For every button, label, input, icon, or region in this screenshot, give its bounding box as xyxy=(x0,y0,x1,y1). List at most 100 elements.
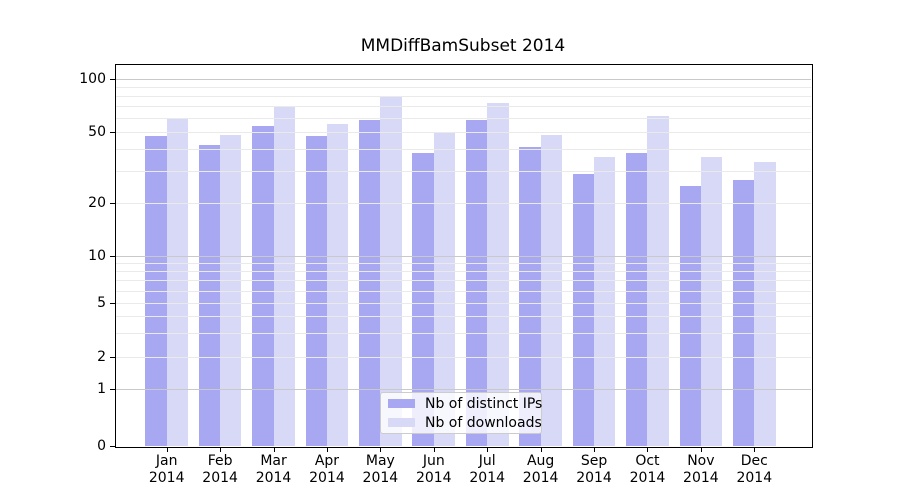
legend-swatch-distinct-ips xyxy=(388,399,415,408)
bar-distinct-ips xyxy=(572,174,595,446)
x-axis-tick xyxy=(700,447,702,452)
x-axis-tick-label: Aug 2014 xyxy=(514,453,568,487)
month-label: Feb xyxy=(207,453,233,469)
month-label: Oct xyxy=(635,453,660,469)
x-axis-tick-label: Jul 2014 xyxy=(460,453,514,487)
gridline-minor xyxy=(115,303,811,304)
legend-entry-downloads: Nb of downloads xyxy=(381,414,542,431)
bar-downloads xyxy=(700,157,723,446)
bar-downloads xyxy=(380,95,402,446)
gridline-minor xyxy=(115,271,811,273)
bar-distinct-ips xyxy=(359,120,381,446)
y-axis-tick xyxy=(110,389,115,390)
y-axis-tick-label: 1 xyxy=(97,381,106,397)
x-axis-tick-label: Feb 2014 xyxy=(193,453,247,487)
y-axis-tick-label: 50 xyxy=(88,123,106,140)
gridline-minor xyxy=(115,280,811,282)
year-label: 2014 xyxy=(683,470,719,486)
gridline-minor xyxy=(115,95,811,97)
month-label: Nov xyxy=(687,453,715,469)
y-axis-tick-label: 20 xyxy=(88,195,106,211)
bar-downloads xyxy=(487,102,509,446)
month-label: Aug xyxy=(526,453,555,469)
year-label: 2014 xyxy=(309,470,345,486)
month-label: Jul xyxy=(478,453,496,469)
x-axis-tick-label: Mar 2014 xyxy=(247,453,301,487)
y-axis-tick xyxy=(110,446,115,447)
x-axis-tick xyxy=(754,447,756,452)
year-label: 2014 xyxy=(629,470,666,486)
gridline-minor xyxy=(115,316,811,318)
month-label: May xyxy=(365,453,395,469)
y-axis-tick-label: 2 xyxy=(97,349,106,365)
y-axis-tick-label: 5 xyxy=(97,295,106,311)
bar-distinct-ips xyxy=(465,120,488,446)
month-label: Jan xyxy=(155,453,178,469)
month-label: Mar xyxy=(260,453,287,469)
year-label: 2014 xyxy=(148,470,185,486)
gridline-minor xyxy=(115,171,811,173)
x-axis-tick xyxy=(326,447,328,452)
gridline-minor xyxy=(115,203,811,204)
gridline-minor xyxy=(115,333,811,335)
y-axis-tick-label: 10 xyxy=(88,248,106,264)
bar-distinct-ips xyxy=(252,125,274,446)
x-axis-tick-label: Oct 2014 xyxy=(620,453,674,487)
year-label: 2014 xyxy=(576,470,612,486)
bar-distinct-ips xyxy=(198,145,221,446)
year-label: 2014 xyxy=(522,470,559,486)
x-axis-tick xyxy=(380,447,382,452)
y-axis-tick xyxy=(110,256,115,257)
month-label: Sep xyxy=(580,453,608,469)
y-axis-tick xyxy=(110,303,115,304)
bar-downloads xyxy=(433,133,456,446)
y-axis-tick xyxy=(110,203,115,204)
year-label: 2014 xyxy=(736,470,773,486)
x-axis-tick xyxy=(273,447,275,452)
month-label: Apr xyxy=(314,453,340,469)
legend-swatch-downloads xyxy=(388,418,415,427)
year-label: 2014 xyxy=(415,470,452,486)
x-axis-tick xyxy=(220,447,222,452)
year-label: 2014 xyxy=(255,470,292,486)
gridline-major xyxy=(115,256,811,257)
month-label: Dec xyxy=(740,453,768,469)
y-axis-tick xyxy=(110,131,115,133)
bar-distinct-ips xyxy=(412,152,434,446)
gridline-minor xyxy=(115,148,811,150)
y-axis-tick-label: 0 xyxy=(97,438,106,454)
bar-distinct-ips xyxy=(733,179,755,446)
gridline-minor xyxy=(115,357,811,358)
bar-distinct-ips xyxy=(626,152,648,446)
legend-label-downloads: Nb of downloads xyxy=(425,414,542,431)
gridline-minor xyxy=(115,106,811,107)
x-axis-tick xyxy=(433,447,435,452)
gridline-major xyxy=(115,389,811,390)
year-label: 2014 xyxy=(469,470,506,486)
x-axis-tick-label: Apr 2014 xyxy=(300,453,354,487)
bar-downloads xyxy=(326,124,349,446)
chart-title: MMDiffBamSubset 2014 xyxy=(360,36,566,56)
x-axis-tick xyxy=(487,447,489,452)
x-axis-tick-label: May 2014 xyxy=(353,453,407,487)
x-axis-tick xyxy=(594,447,596,452)
bar-distinct-ips xyxy=(679,185,701,446)
x-axis-tick-label: Nov 2014 xyxy=(674,453,728,487)
year-label: 2014 xyxy=(362,470,399,486)
x-axis-tick xyxy=(540,447,542,452)
month-label: Jun xyxy=(422,453,445,469)
x-axis-tick-label: Dec 2014 xyxy=(727,453,781,487)
x-axis-tick-label: Jan 2014 xyxy=(140,453,194,487)
bar-downloads xyxy=(540,134,562,446)
bar-downloads xyxy=(166,117,188,446)
gridline-minor xyxy=(115,290,811,292)
y-axis-tick-label: 100 xyxy=(79,71,106,87)
year-label: 2014 xyxy=(202,470,238,486)
legend-label-distinct-ips: Nb of distinct IPs xyxy=(425,395,543,412)
y-axis-tick xyxy=(110,357,115,358)
x-axis-tick xyxy=(647,447,649,452)
bar-distinct-ips xyxy=(519,146,541,446)
y-axis-tick xyxy=(110,79,115,80)
gridline-minor xyxy=(115,131,811,133)
